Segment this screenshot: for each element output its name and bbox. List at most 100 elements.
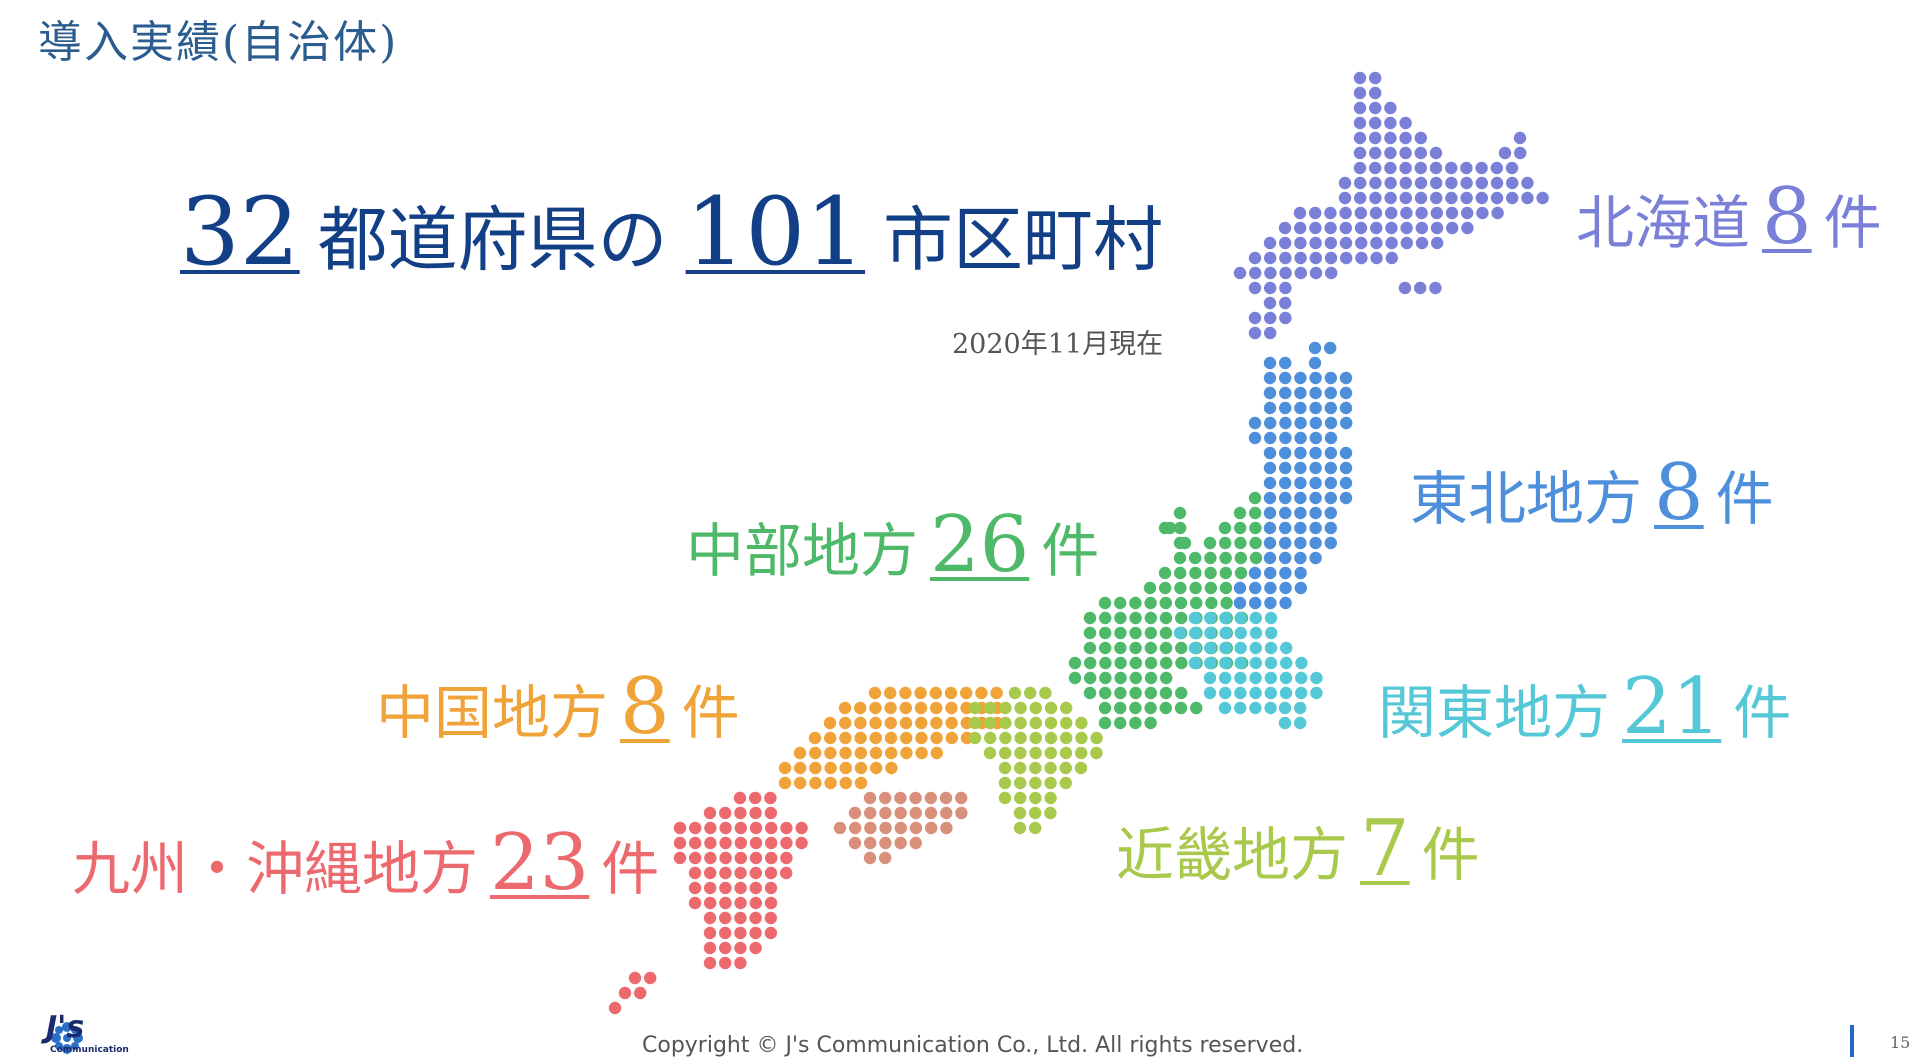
map-dot-kanto: [1234, 641, 1247, 655]
map-dot-kyushu: [764, 806, 777, 820]
map-dot-kyushu: [749, 941, 762, 955]
map-dot-chubu: [1144, 671, 1158, 685]
map-dot-kinki: [999, 731, 1012, 745]
map-dot-chugoku: [809, 746, 822, 760]
map-dot-kanto: [1219, 611, 1232, 625]
map-dot-kyushu: [764, 896, 778, 910]
map-dot-chubu: [1144, 686, 1158, 700]
map-dot-kyushu: [780, 851, 793, 865]
map-dot-chugoku: [854, 731, 867, 745]
map-dot-kanto: [1219, 686, 1232, 700]
map-dot-kyushu: [749, 911, 762, 925]
map-dot-chugoku: [900, 746, 913, 760]
region-label-hokkaido: 北海道 8 件: [1576, 172, 1882, 262]
map-dot-hokkaido: [1415, 206, 1428, 220]
map-dot-chugoku: [899, 701, 912, 715]
map-dot-chugoku: [794, 776, 807, 790]
map-dot-hokkaido: [1490, 191, 1504, 205]
map-dot-tohoku: [1264, 431, 1277, 445]
prefecture-label: 都道府県の: [317, 199, 668, 281]
map-dot-hokkaido: [1461, 206, 1474, 220]
map-dot-tohoku: [1324, 341, 1337, 355]
map-dot-kinki: [1014, 791, 1027, 805]
region-unit: 件: [1041, 517, 1100, 585]
map-dot-hokkaido: [1430, 191, 1443, 205]
map-dot-hokkaido: [1398, 281, 1412, 295]
map-dot-tohoku: [1248, 431, 1262, 445]
map-dot-hokkaido: [1248, 251, 1262, 265]
map-dot-hokkaido: [1461, 221, 1474, 235]
map-dot-kyushu: [689, 851, 702, 865]
map-dot-shikoku: [894, 821, 907, 835]
map-dot-kyushu: [688, 896, 702, 910]
map-dot-kanto: [1204, 656, 1217, 670]
map-dot-chugoku: [854, 701, 867, 715]
map-dot-hokkaido: [1353, 161, 1367, 175]
map-dot-chubu: [1159, 626, 1173, 640]
region-count: 23: [490, 818, 590, 908]
region-count: 8: [1762, 172, 1812, 262]
map-dot-hokkaido: [1325, 266, 1338, 280]
map-dot-hokkaido: [1369, 116, 1382, 130]
map-dot-kyushu: [764, 866, 778, 880]
map-dot-kinki: [984, 731, 997, 745]
map-dot-hokkaido: [1369, 176, 1382, 190]
map-dot-kanto: [1264, 656, 1278, 670]
map-dot-tohoku: [1339, 401, 1353, 415]
map-dot-hokkaido: [1490, 176, 1504, 190]
map-dot-chubu: [1159, 641, 1173, 655]
map-dot-chubu: [1249, 521, 1262, 535]
map-dot-hokkaido: [1429, 161, 1443, 175]
map-dot-chugoku: [930, 731, 943, 745]
map-dot-tohoku: [1339, 446, 1353, 460]
map-dot-shikoku: [879, 836, 892, 850]
map-dot-chugoku: [839, 731, 852, 745]
map-dot-kanto: [1173, 626, 1187, 640]
map-dot-chubu: [1219, 536, 1232, 550]
map-dot-tohoku: [1294, 491, 1307, 505]
map-dot-tohoku: [1279, 566, 1292, 580]
map-dot-hokkaido: [1414, 146, 1428, 160]
municipality-count: 101: [685, 178, 866, 287]
map-dot-kanto: [1189, 626, 1202, 640]
map-dot-kyushu: [704, 866, 717, 880]
region-name: 近畿地方: [1116, 821, 1349, 889]
region-name: 関東地方: [1378, 679, 1611, 747]
map-dot-chugoku: [778, 761, 792, 775]
region-count: 26: [930, 500, 1030, 590]
map-dot-kanto: [1204, 641, 1217, 655]
map-dot-kyushu: [765, 851, 778, 865]
map-dot-hokkaido: [1248, 281, 1262, 295]
map-dot-chugoku: [824, 761, 837, 775]
map-dot-kinki: [1014, 701, 1027, 715]
map-dot-kinki: [1029, 791, 1042, 805]
map-dot-kinki: [999, 746, 1012, 760]
map-dot-tohoku: [1324, 506, 1338, 520]
region-count: 7: [1360, 804, 1410, 894]
map-dot-chugoku: [914, 686, 927, 700]
map-dot-kyushu: [719, 926, 732, 940]
map-dot-kyushu: [704, 836, 717, 850]
map-dot-kinki: [1008, 686, 1022, 700]
map-dot-kinki: [1044, 731, 1058, 745]
map-dot-hokkaido: [1293, 206, 1307, 220]
map-dot-chubu: [1129, 716, 1142, 730]
map-dot-chubu: [1114, 686, 1127, 700]
map-dot-hokkaido: [1513, 131, 1527, 145]
map-dot-kinki: [1029, 761, 1042, 775]
map-dot-kinki: [1039, 686, 1052, 700]
map-dot-kyushu: [795, 836, 808, 850]
map-dot-chubu: [1175, 686, 1188, 700]
map-dot-hokkaido: [1521, 191, 1534, 205]
map-dot-hokkaido: [1414, 161, 1428, 175]
map-dot-chubu: [1249, 551, 1263, 565]
region-count: 21: [1622, 662, 1722, 752]
map-dot-chubu: [1144, 641, 1158, 655]
map-dot-chubu: [1084, 671, 1097, 685]
map-dot-kyushu: [780, 821, 793, 835]
map-dot-chubu: [1129, 626, 1142, 640]
map-dot-hokkaido: [1430, 221, 1444, 235]
map-dot-chubu: [1218, 521, 1232, 535]
map-dot-chugoku: [869, 701, 882, 715]
map-dot-chugoku: [884, 716, 897, 730]
